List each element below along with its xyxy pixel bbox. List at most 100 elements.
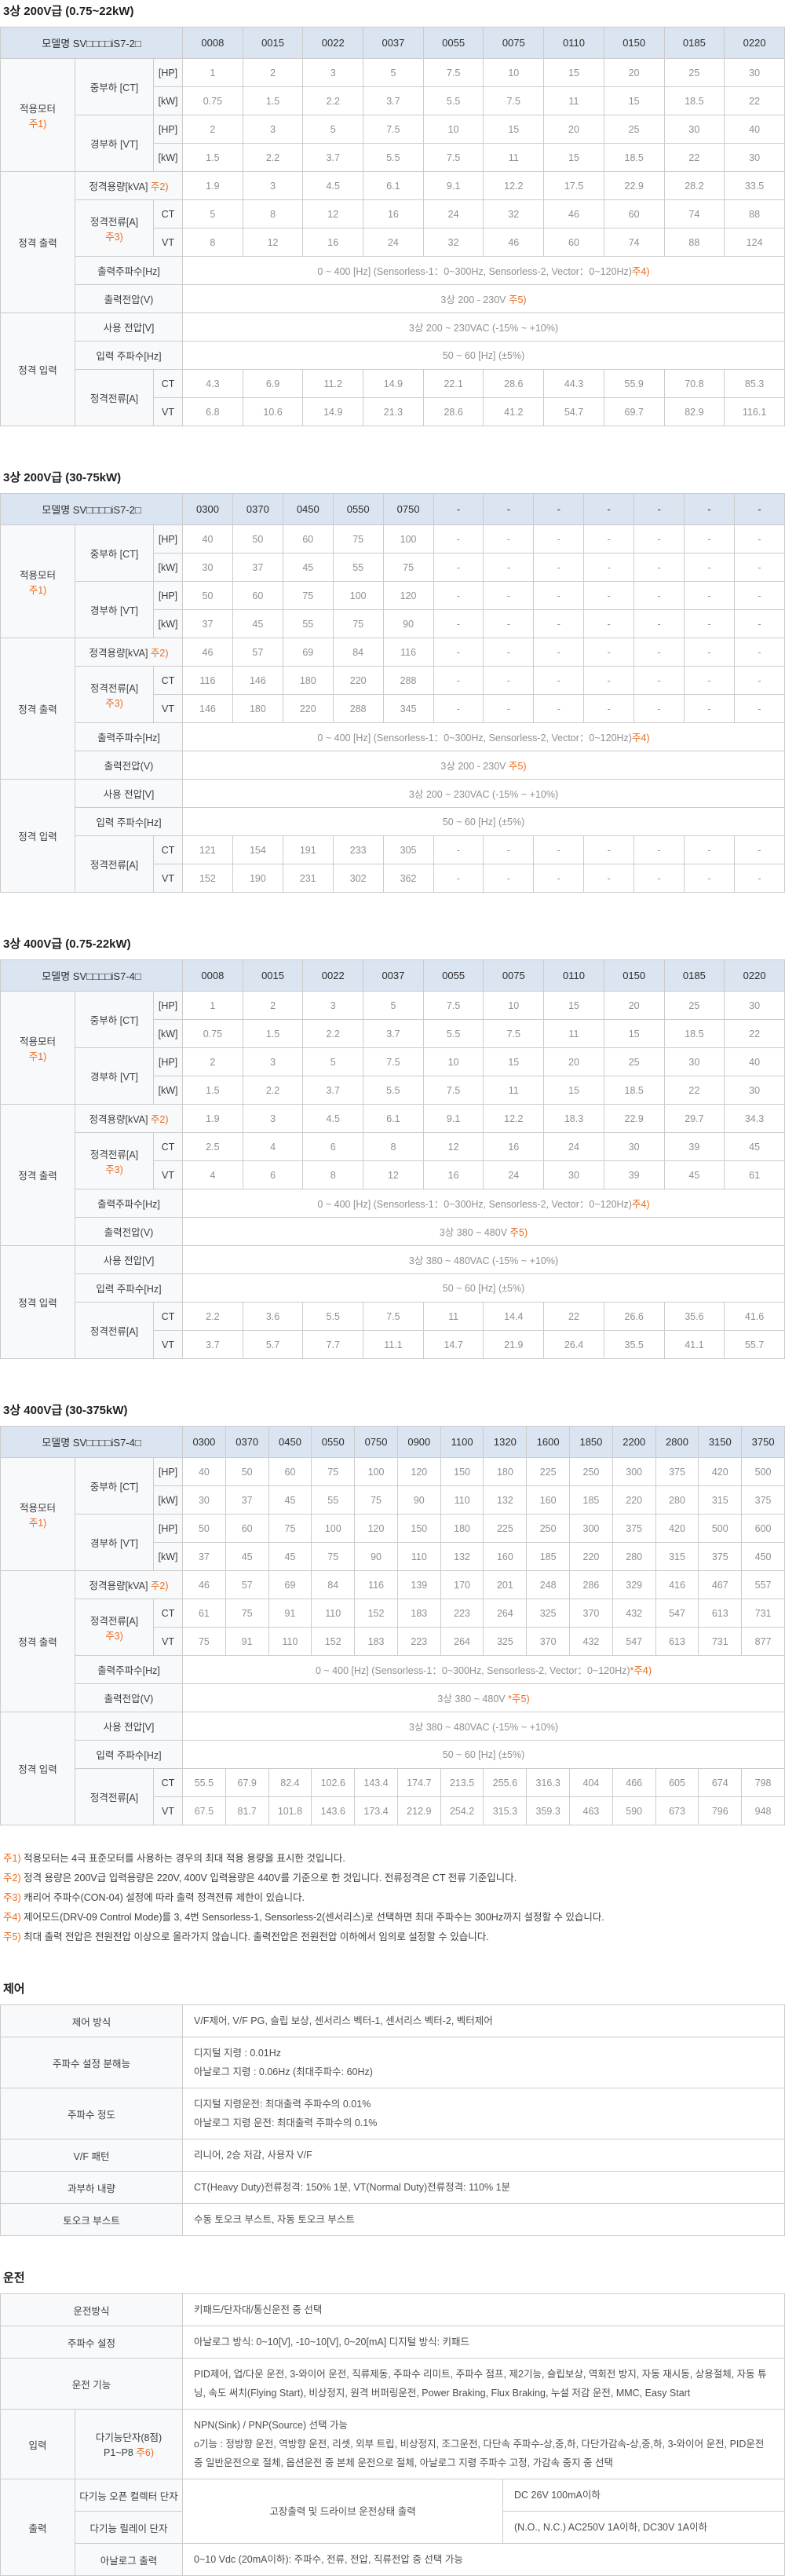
spec-cell: 212.9 [396, 1796, 441, 1825]
control-row-label: 과부하 내량 [0, 2171, 183, 2204]
spec-cell: 74 [603, 228, 665, 257]
spec-cell: 24 [483, 1160, 545, 1189]
motor-group-text: 적용모터 [19, 569, 56, 581]
spec-cell: 190 [232, 864, 283, 893]
output-group-label: 정격 출력 [0, 638, 75, 780]
kva-label: 정격용량[kVA] 주2) [74, 1570, 184, 1599]
model-cell: 2800 [655, 1426, 699, 1458]
spec-cell: 5 [182, 199, 243, 228]
output-volt-label: 출력전압(V) [74, 1217, 184, 1246]
freq-set-label: 주파수 설정 [0, 2326, 184, 2359]
spec-cell: 69 [268, 1570, 312, 1599]
input-value: NPN(Sink) / PNP(Source) 선택 가능 o기능 : 정방향 운… [182, 2409, 785, 2479]
spec-row-ct-hp: 적용모터 주1) 중부하 [CT] [HP] 40 50 60 75 100- - - - - -… [0, 524, 785, 638]
spec-cell: - [433, 864, 484, 893]
output-volt-text: 3상 380 ~ 480V [437, 1694, 506, 1705]
method-label: 운전방식 [0, 2293, 184, 2326]
spec-row-input-freq: 입력 주파수[Hz] 50 ~ 60 [Hz] (±5%) [1, 807, 785, 836]
spec-cell: 124 [724, 228, 785, 257]
spec-cell: 223 [396, 1627, 441, 1656]
spec-cell: 1.5 [182, 1076, 243, 1105]
spec-row-output-volt: 출력전압(V) 3상 200 - 230V 주5) [1, 751, 785, 780]
spec-cell: - [433, 609, 484, 638]
spec-cell: 132 [483, 1485, 528, 1515]
spec-cell: - [533, 835, 585, 864]
model-cell: - [483, 493, 535, 525]
model-cell: 0075 [483, 959, 545, 992]
spec-cell: 248 [526, 1570, 571, 1599]
spec-cell: 613 [698, 1599, 743, 1628]
model-cell: 0370 [225, 1426, 269, 1458]
control-row-value: V/F제어, V/F PG, 슬립 보상, 센서리스 벡터-1, 센서리스 벡터… [182, 2004, 785, 2037]
spec-cell: 75 [382, 553, 434, 582]
spec-cell: 14.4 [483, 1302, 545, 1331]
spec-cell: 121 [182, 835, 233, 864]
spec-row-vt-hp: 경부하 [VT] [HP] 50 60 75 100 120 150 180 225 250 30… [1, 1514, 785, 1571]
spec-row-kva: 정격 출력 정격용량[kVA] 주2) 1.9 3 4.5 6.1 9.1 12.2 18.… [0, 1104, 785, 1246]
spec-cell: 286 [569, 1570, 613, 1599]
output-freq-value: 0 ~ 400 [Hz] (Sensorless-1：0~300Hz, Sens… [182, 1655, 785, 1684]
model-cell: 0015 [242, 27, 304, 59]
kw-unit-label: [kW] [152, 86, 184, 115]
spec-cell: 116 [182, 666, 233, 695]
spec-row-kva: 정격 출력 정격용량[kVA] 주2) 46 57 69 84 116- - - - - - - [0, 638, 785, 780]
model-cell: 0550 [311, 1426, 356, 1458]
functions-label: 운전 기능 [0, 2358, 184, 2410]
model-cell: 0037 [363, 27, 424, 59]
control-row: V/F 패턴 리니어, 2승 저감, 사용자 V/F [0, 2139, 785, 2172]
spec-row-vt-hp: 경부하 [VT] [HP] 50 60 75 100 120- - - - - - - [1, 581, 785, 638]
spec-cell: 39 [663, 1132, 725, 1161]
input-volt-label: 사용 전압[V] [74, 1245, 184, 1274]
spec-cell: 375 [698, 1542, 743, 1571]
footnote-text: 적용모터는 4극 표준모터를 사용하는 경우의 최대 적용 용량을 표시한 것입… [24, 1853, 345, 1864]
spec-cell: 16 [422, 1160, 484, 1189]
control-row-value: CT(Heavy Duty)전류정격: 150% 1분, VT(Normal D… [182, 2171, 785, 2204]
kw-unit-label: [kW] [152, 1485, 184, 1515]
spec-cell: 7.5 [363, 115, 424, 144]
spec-cell: - [684, 581, 735, 610]
spec-row-input-vt: VT 6.8 10.6 14.9 21.3 28.6 41.2 54.7 69.7 82.9 11… [1, 397, 785, 426]
spec-section: 3상 200V급 (0.75~22kW) 모델명 SV□□□□iS7-2□ 00… [0, 2, 785, 426]
collector-spec: DC 26V 100mA이하 [502, 2479, 785, 2512]
spec-cell: 30 [663, 115, 725, 144]
model-cell: 0150 [603, 27, 665, 59]
spec-cell: 12 [363, 1160, 424, 1189]
spec-cell: 12 [242, 228, 304, 257]
spec-cell: 8 [182, 228, 243, 257]
model-cell: - [533, 493, 585, 525]
spec-cell: 7.5 [422, 1076, 484, 1105]
spec-cell: 254.2 [440, 1796, 484, 1825]
spec-cell: 102.6 [311, 1768, 356, 1797]
spec-cell: 467 [698, 1570, 743, 1599]
output-current-label: 정격전류[A] 주3) [75, 666, 154, 723]
spec-cell: 5.7 [242, 1330, 304, 1359]
output-volt-value: 3상 380 ~ 480V *주5) [182, 1683, 785, 1712]
model-label: 모델명 SV□□□□iS7-2□ [0, 27, 184, 59]
spec-cell: 345 [382, 694, 434, 723]
spec-table: 모델명 SV□□□□iS7-2□ 0008 0015 0022 0037 0055 007… [0, 27, 785, 426]
spec-cell: 81.7 [225, 1796, 269, 1825]
spec-cell: - [633, 835, 685, 864]
kw-unit-label: [kW] [152, 1542, 184, 1571]
footnote-text: 제어모드(DRV-09 Control Mode)를 3, 4번 Sensorl… [24, 1912, 604, 1923]
output-volt-text: 3상 200 - 230V [440, 761, 506, 772]
model-cell: 0037 [363, 959, 424, 992]
spec-cell: - [633, 666, 685, 695]
spec-cell: 183 [396, 1599, 441, 1628]
spec-row-ct-hp: 적용모터 주1) 중부하 [CT] [HP] 1 2 3 5 7.5 10 15 20 25 30 [0, 991, 785, 1105]
input-freq-value: 50 ~ 60 [Hz] (±5%) [182, 341, 785, 370]
collector-label: 다기능 오픈 컬렉터 단자 [74, 2479, 184, 2512]
spec-cell: 61 [724, 1160, 785, 1189]
spec-cell: 45 [232, 609, 283, 638]
kw-unit-label: [kW] [152, 1019, 184, 1048]
spec-cell: - [533, 581, 585, 610]
spec-cell: 375 [655, 1457, 699, 1486]
output-current-label: 정격전류[A] 주3) [75, 199, 154, 257]
model-cell: 1100 [440, 1426, 484, 1458]
control-rows: 제어 방식 V/F제어, V/F PG, 슬립 보상, 센서리스 벡터-1, 센… [0, 2004, 785, 2236]
model-cell: 0750 [354, 1426, 398, 1458]
model-cell: 2200 [612, 1426, 656, 1458]
spec-cell: 557 [741, 1570, 785, 1599]
output-group-label: 정격 출력 [0, 1570, 75, 1712]
spec-row-output-vt: VT 8 12 16 24 32 46 60 74 88 124 [1, 228, 785, 257]
